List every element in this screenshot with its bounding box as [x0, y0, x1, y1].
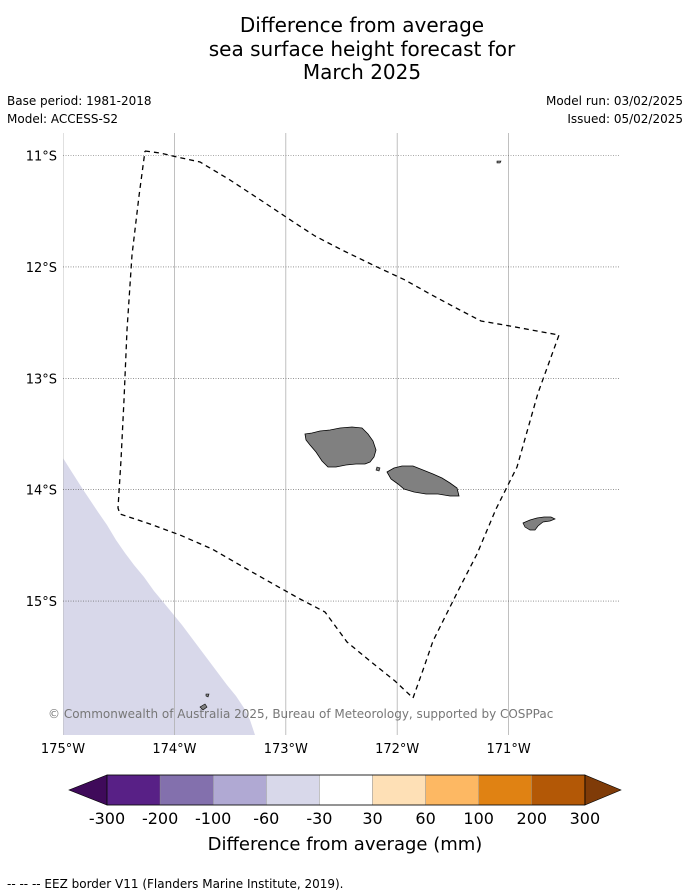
longitude-tick-label: 175°W	[41, 742, 85, 757]
island-rose-small	[496, 160, 502, 164]
colorbar-extend-high	[584, 774, 622, 806]
colorbar-tick-label: 200	[517, 809, 548, 828]
map-figure: © Commonwealth of Australia 2025, Bureau…	[26, 133, 622, 855]
colorbar-segment	[266, 774, 320, 806]
colorbar-tick-label: -100	[195, 809, 231, 828]
colorbar-title: Difference from average (mm)	[208, 834, 483, 855]
latitude-tick-label: 12°S	[26, 261, 57, 276]
colorbar-tick-label: 60	[415, 809, 435, 828]
longitude-tick-label: 171°W	[487, 742, 531, 757]
colorbar-extend-low	[68, 774, 108, 806]
island-south-tiny	[205, 693, 210, 698]
model-name: Model: ACCESS-S2	[7, 112, 119, 126]
longitude-gridlines	[63, 133, 510, 735]
colorbar-tick-label: -30	[306, 809, 332, 828]
colorbar-tick-label: 100	[463, 809, 494, 828]
colorbar-segment	[478, 774, 533, 806]
longitude-tick-label: 174°W	[152, 742, 196, 757]
colorbar-tick-labels: -300 -200 -100 -60 -30 30 60 100 200 300	[89, 809, 600, 828]
island-tutuila	[522, 516, 556, 531]
model-run: Model run: 03/02/2025	[545, 94, 683, 108]
eez-legend-note: -- -- -- EEZ border V11 (Flanders Marine…	[7, 877, 344, 891]
colorbar-segment	[531, 774, 586, 806]
latitude-tick-label: 14°S	[26, 484, 57, 499]
colorbar-outline	[106, 774, 586, 806]
longitude-tick-labels: 175°W 174°W 173°W 172°W 171°W	[41, 742, 531, 757]
colorbar-segment	[159, 774, 214, 806]
latitude-tick-labels: 11°S 12°S 13°S 14°S 15°S	[26, 150, 57, 611]
colorbar	[68, 774, 622, 806]
latitude-gridlines	[63, 155, 620, 602]
latitude-tick-label: 15°S	[26, 595, 57, 610]
colorbar-tick-label: -60	[253, 809, 279, 828]
island-south-small	[199, 703, 208, 711]
map-title: Difference from average sea surface heig…	[0, 13, 690, 85]
title-line-3: March 2025	[302, 60, 422, 84]
base-period: Base period: 1981-2018	[7, 94, 152, 108]
colorbar-tick-label: -300	[89, 809, 125, 828]
colorbar-tick-label: 30	[362, 809, 382, 828]
colorbar-segment	[425, 774, 479, 806]
colorbar-tick-label: -200	[142, 809, 178, 828]
longitude-tick-label: 173°W	[264, 742, 308, 757]
issued-date: Issued: 05/02/2025	[567, 112, 683, 126]
island-apolima	[375, 466, 381, 472]
colorbar-tick-label: 300	[570, 809, 601, 828]
anomaly-shading	[63, 458, 255, 735]
colorbar-segment	[106, 774, 161, 806]
title-line-1: Difference from average	[239, 13, 485, 37]
eez-border	[117, 150, 560, 700]
longitude-tick-label: 172°W	[375, 742, 419, 757]
latitude-tick-label: 13°S	[26, 372, 57, 387]
island-savaii	[304, 426, 377, 468]
colorbar-segment	[212, 774, 267, 806]
colorbar-segment	[319, 774, 373, 806]
latitude-tick-label: 11°S	[26, 150, 57, 165]
island-upolu	[386, 465, 460, 497]
colorbar-segment	[372, 774, 426, 806]
title-line-2: sea surface height forecast for	[208, 36, 516, 61]
copyright-notice: © Commonwealth of Australia 2025, Bureau…	[48, 707, 553, 721]
